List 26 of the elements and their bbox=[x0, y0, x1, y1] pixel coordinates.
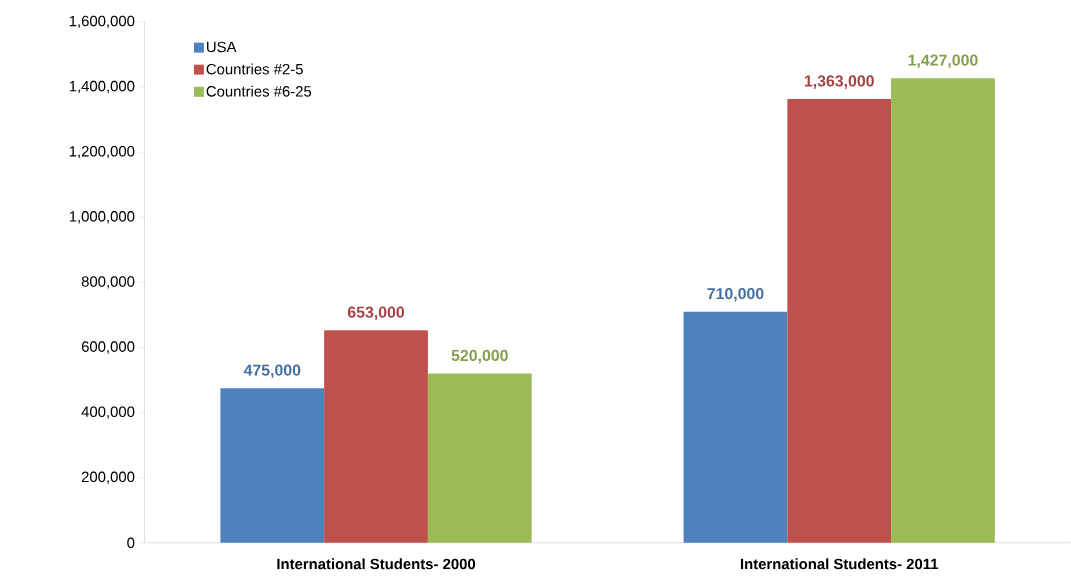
bar bbox=[324, 330, 428, 544]
data-label: 475,000 bbox=[243, 364, 301, 379]
y-tick-label: 0 bbox=[127, 537, 135, 549]
bar bbox=[787, 99, 892, 544]
bar bbox=[220, 388, 325, 544]
bar bbox=[683, 311, 788, 544]
y-tick-label: 200,000 bbox=[81, 471, 135, 485]
y-tick-label: 1,600,000 bbox=[69, 15, 135, 29]
bar bbox=[891, 78, 995, 544]
legend-label: USA bbox=[207, 41, 237, 53]
legend-label: Countries #6-25 bbox=[206, 85, 312, 97]
y-tick-label: 800,000 bbox=[81, 276, 135, 289]
legend-label: Countries #2-5 bbox=[206, 63, 303, 75]
data-label: 1,427,000 bbox=[908, 54, 978, 69]
data-label: 710,000 bbox=[707, 288, 764, 302]
data-label: 653,000 bbox=[347, 306, 405, 321]
y-tick-label: 400,000 bbox=[81, 406, 135, 419]
x-tick-label: International Students- 2000 bbox=[277, 558, 476, 570]
y-tick-label: 600,000 bbox=[81, 341, 135, 354]
bar bbox=[427, 373, 532, 544]
data-label: 520,000 bbox=[451, 350, 508, 364]
y-tick-label: 1,200,000 bbox=[69, 146, 135, 159]
x-tick-label: International Students- 2011 bbox=[740, 558, 939, 570]
y-tick-label: 1,000,000 bbox=[69, 211, 135, 224]
y-tick-label: 1,400,000 bbox=[69, 81, 135, 94]
data-label: 1,363,000 bbox=[804, 75, 874, 90]
